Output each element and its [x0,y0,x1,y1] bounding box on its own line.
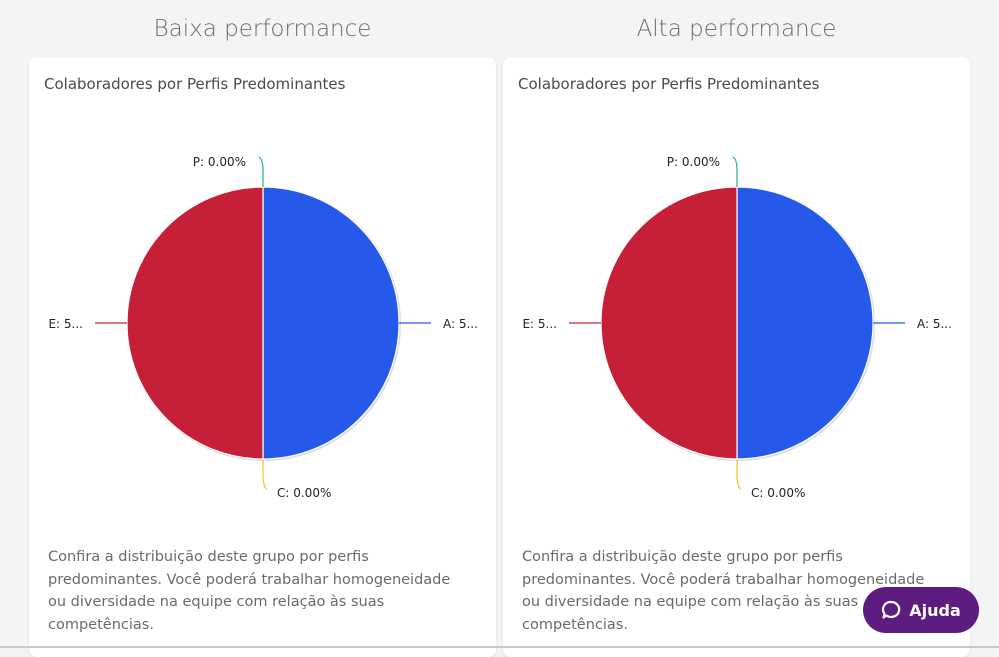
column-title-high: Alta performance [636,16,837,42]
pie-slice-A[interactable] [262,186,400,460]
leader-line-P [258,156,264,187]
leader-line-C [262,459,268,490]
card-title: Colaboradores por Perfis Predominantes [44,75,346,93]
slice-label-E: E: 5... [48,317,83,331]
help-button[interactable]: Ajuda [863,587,979,633]
pie-slice-A[interactable] [736,186,874,460]
leader-line-C [736,459,742,490]
card-description: Confira a distribuição deste grupo por p… [522,549,925,633]
card-title: Colaboradores por Perfis Predominantes [518,75,820,93]
slice-label-E: E: 5... [522,317,557,331]
pie-chart: A: 5... C: 0.00% E: 5... P: 0.00% [48,155,478,500]
card-high-performance: Colaboradores por Perfis Predominantes A… [503,57,970,657]
pie-slice-E[interactable] [126,186,264,460]
card-low-performance: Colaboradores por Perfis Predominantes A… [29,57,496,657]
pie-chart: A: 5... C: 0.00% E: 5... P: 0.00% [522,155,952,500]
leader-line-P [732,156,738,187]
slice-label-P: P: 0.00% [193,155,246,169]
divider [0,646,999,648]
slice-label-A: A: 5... [443,317,478,331]
card-description: Confira a distribuição deste grupo por p… [48,549,451,633]
column-title-low: Baixa performance [153,16,372,42]
slice-label-A: A: 5... [917,317,952,331]
pie-slice-E[interactable] [600,186,738,460]
slice-label-C: C: 0.00% [277,486,331,500]
slice-label-C: C: 0.00% [751,486,805,500]
chat-bubble-icon [882,600,901,619]
slice-label-P: P: 0.00% [667,155,720,169]
help-label: Ajuda [909,600,961,620]
